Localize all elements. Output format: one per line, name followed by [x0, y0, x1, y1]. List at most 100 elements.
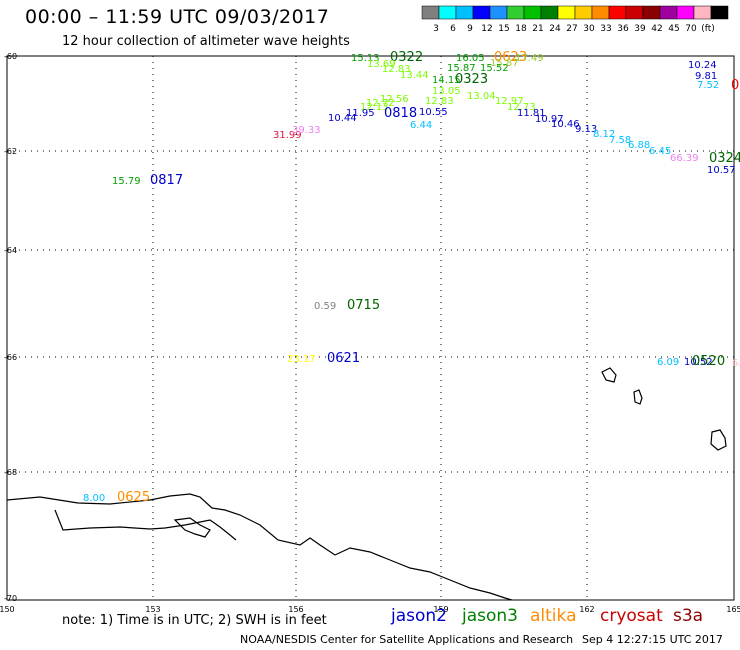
wave-height-label: 10.57 — [707, 165, 736, 176]
scale-label: 70 — [685, 24, 697, 34]
latitude-label: -68 — [4, 468, 17, 477]
wave-height-label: 31.99 — [273, 130, 302, 141]
island-3 — [710, 429, 727, 451]
wave-height-label: 12.72 — [366, 98, 395, 109]
wave-height-label: 13.44 — [400, 70, 429, 81]
pass-time-label: 0621 — [327, 351, 360, 366]
island-1 — [601, 367, 617, 383]
wave-height-label: 9.81 — [695, 71, 717, 82]
wave-height-label: 13.05 — [432, 86, 461, 97]
wave-height-label: 8.12 — [593, 129, 615, 140]
wave-height-label: 10.52 — [684, 357, 713, 368]
wave-height-label: 15.52 — [480, 63, 509, 74]
wave-height-label: 11.81 — [517, 108, 546, 119]
wave-height-label: 12.73 — [507, 102, 536, 113]
pass-time-label: 0 — [731, 78, 739, 93]
wave-height-label: 10.97 — [535, 114, 564, 125]
wave-height-label: 8.00 — [83, 493, 105, 504]
color-scale: 3 6 9 12 15 18 21 24 27 30 33 36 39 42 45 70 (ft) — [421, 5, 729, 34]
satellite-jason2: jason2 — [391, 606, 447, 626]
scale-label: 18 — [515, 24, 527, 34]
wave-height-label: 10.46 — [551, 119, 580, 130]
scale-label: 21 — [532, 24, 543, 34]
longitude-label: 159 — [433, 605, 448, 614]
pass-time-label: 0520 — [692, 354, 725, 369]
longitude-label: 150 — [0, 605, 15, 614]
credit-line: NOAA/NESDIS Center for Satellite Applica… — [240, 633, 574, 646]
bay-outline — [173, 517, 211, 538]
pass-time-label: 0323 — [455, 72, 488, 87]
wave-height-label: 7.52 — [697, 80, 719, 91]
wave-height-label: 0.59 — [314, 301, 336, 312]
wave-height-label: 17.49 — [515, 53, 544, 64]
scale-label: 3 — [433, 24, 439, 34]
wave-height-label: 11.95 — [346, 108, 375, 119]
scale-label: 30 — [583, 24, 595, 34]
wave-height-label: 15.13 — [351, 53, 380, 64]
map-title: 00:00 – 11:59 UTC 09/03/2017 — [25, 6, 330, 28]
pass-time-label: 0817 — [150, 173, 183, 188]
wave-height-label: 66.39 — [670, 153, 699, 164]
wave-height-label: 15.87 — [447, 63, 476, 74]
wave-height-label: 13.69 — [367, 59, 396, 70]
wave-height-label: 6.45 — [649, 146, 671, 157]
pass-time-label: 0623 — [494, 50, 527, 65]
ice-shelf-outline — [54, 509, 237, 541]
wave-height-label: 10.44 — [328, 113, 357, 124]
wave-height-label: 16.05 — [456, 53, 485, 64]
satellite-s3a: s3a — [673, 606, 704, 626]
wave-height-label: 10.55 — [419, 107, 448, 118]
pass-time-label: 0715 — [347, 298, 380, 313]
longitude-label: 162 — [579, 605, 594, 614]
generation-timestamp: Sep 4 12:27:15 UTC 2017 — [582, 633, 723, 646]
scale-label: 39 — [634, 24, 646, 34]
pass-time-label: 0322 — [390, 50, 423, 65]
scale-label: 33 — [600, 24, 611, 34]
scale-label: 45 — [668, 24, 679, 34]
longitude-label: 156 — [288, 605, 303, 614]
scale-swatch — [710, 5, 729, 20]
wave-height-label: 10.24 — [688, 60, 717, 71]
pass-time-label: 0625 — [117, 490, 150, 505]
wave-height-label: 7.58 — [609, 135, 631, 146]
wave-height-label: 6.09 — [657, 357, 679, 368]
wave-height-label: 6.44 — [410, 120, 432, 131]
wave-height-label: 6.88 — [628, 140, 650, 151]
satellite-cryosat: cryosat — [600, 606, 663, 626]
latitude-label: -62 — [4, 147, 17, 156]
plot-frame — [6, 55, 735, 601]
wave-height-label: 39.33 — [292, 125, 321, 136]
pass-time-label: 0324 — [709, 151, 740, 166]
longitude-label: 165 — [726, 605, 740, 614]
scale-label: 6 — [450, 24, 456, 34]
scale-label: 24 — [549, 24, 561, 34]
latitude-label: -64 — [4, 246, 17, 255]
scale-label: 12 — [481, 24, 492, 34]
scale-label: 36 — [617, 24, 629, 34]
scale-label: 9 — [467, 24, 473, 34]
satellite-altika: altika — [530, 606, 577, 626]
wave-height-label: 15.79 — [112, 176, 141, 187]
map-subtitle: 12 hour collection of altimeter wave hei… — [62, 34, 350, 49]
pass-time-label: 0818 — [384, 106, 417, 121]
wave-height-label: 9.13 — [575, 124, 597, 135]
wave-height-label: 23.17 — [287, 354, 316, 365]
latitude-label: -60 — [4, 52, 17, 61]
scale-label: 15 — [498, 24, 509, 34]
wave-height-label: 13.04 — [467, 91, 496, 102]
latitude-label: -66 — [4, 353, 17, 362]
graticule: -60 -62 -64 -66 -68 -70 150 153 156 159 162 165 — [0, 52, 740, 614]
island-2 — [633, 389, 643, 405]
footer-note: note: 1) Time is in UTC; 2) SWH is in fe… — [62, 613, 327, 628]
longitude-label: 153 — [145, 605, 160, 614]
wave-height-label: 12.83 — [382, 64, 411, 75]
wave-height-label: 12.13 — [360, 102, 389, 113]
wave-height-label: 15.87 — [490, 58, 519, 69]
wave-height-label: 6.8 — [732, 358, 740, 369]
antarctic-coastline — [6, 493, 513, 601]
satellite-jason3: jason3 — [462, 606, 518, 626]
scale-label: 42 — [651, 24, 662, 34]
scale-label: (ft) — [701, 24, 715, 34]
